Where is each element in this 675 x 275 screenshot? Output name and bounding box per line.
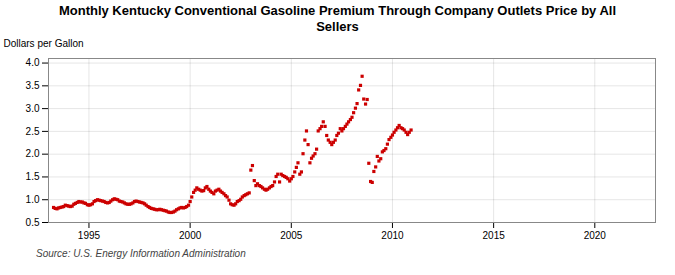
svg-text:Dollars per Gallon: Dollars per Gallon xyxy=(4,38,84,49)
svg-text:3.5: 3.5 xyxy=(26,80,40,91)
html-text:Monthly Kentucky Conventional: Monthly Kentucky Conventional Gasoline P… xyxy=(58,3,617,34)
svg-text:3.0: 3.0 xyxy=(26,103,40,114)
svg-text:2005: 2005 xyxy=(280,230,303,241)
svg-text:2015: 2015 xyxy=(483,230,506,241)
svg-text:1.0: 1.0 xyxy=(26,194,40,205)
svg-text:2.5: 2.5 xyxy=(26,126,40,137)
html-text:Source: U.S. Energy Informatio: Source: U.S. Energy Information Administ… xyxy=(36,248,246,260)
svg-text:2000: 2000 xyxy=(179,230,202,241)
svg-text:2.0: 2.0 xyxy=(26,149,40,160)
svg-text:0.5: 0.5 xyxy=(26,217,40,228)
svg-text:1.5: 1.5 xyxy=(26,171,40,182)
svg-text:2010: 2010 xyxy=(381,230,404,241)
svg-text:1995: 1995 xyxy=(78,230,101,241)
svg-text:4.0: 4.0 xyxy=(26,57,40,68)
svg-text:2020: 2020 xyxy=(584,230,607,241)
